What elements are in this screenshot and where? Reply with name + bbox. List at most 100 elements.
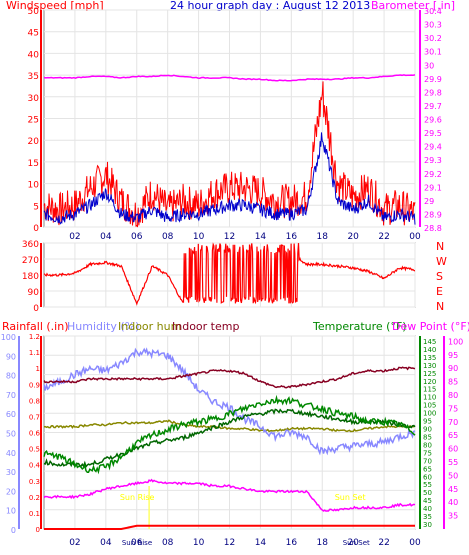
inner_temp-line [43,478,416,512]
dew-point-tick-label: 90 [448,364,458,373]
temperature-tick-label: 80 [423,441,432,449]
humidity-tick-label: 20 [6,487,16,496]
temperature-tick-label: 110 [423,394,436,402]
barometer-tick-label: 28.9 [424,210,442,219]
wind-tick-label: 35 [28,72,39,82]
rain-temp-x-tick-label: 08 [162,538,174,548]
humidity-tick-label: 70 [6,391,16,400]
dew-point-tick-label: 60 [448,445,458,454]
humidity-tick-label: 0 [11,526,16,535]
humidity-tick-label: 80 [6,372,16,381]
temperature-tick-label: 90 [423,426,432,434]
rainfall-tick-label: 1 [36,365,40,373]
humidity-tick-label: 50 [6,430,16,439]
rainfall-tick-label: 0.6 [29,430,41,438]
indoor_hum-line [43,419,416,433]
dew-point-tick-label: 95 [448,351,458,360]
rain-temp-x-tick-label: 04 [100,538,112,548]
rain-temp-x-tick-label: 02 [69,538,80,548]
temperature-tick-label: 60 [423,473,432,481]
rainfall-tick-label: 1.1 [29,349,40,357]
compass-label: E [436,285,443,298]
rainfall-tick-label: 0.2 [29,494,40,502]
direction-tick-label: 360 [22,240,39,250]
chart-marks: 0510152025303540455028.828.92929.129.229… [1,7,464,548]
wind-average-line [43,132,416,225]
wind-x-tick-label: 02 [69,232,80,242]
wind-x-tick-label: 22 [378,232,389,242]
rainfall-tick-label: 0.7 [29,413,40,421]
chart-title: 24 hour graph day : August 12 2013 [170,0,370,12]
wind-direction-line [43,242,416,306]
temperature-tick-label: 55 [423,481,432,489]
temperature-tick-label: 95 [423,418,432,426]
rainfall-tick-label: 0.9 [29,381,40,389]
temperature-tick-label: 120 [423,378,436,386]
temperature-tick-label: 75 [423,449,432,457]
humidity-tick-label: 40 [6,449,16,458]
sunrise-footer-label: Sun Rise [122,539,152,547]
windspeed-axis-label: Windspeed [mph] [6,0,104,12]
dew_point-line [43,408,416,469]
temperature-tick-label: 140 [423,346,436,354]
wind-tick-label: 15 [28,159,39,169]
temperature-tick-label: 130 [423,362,436,370]
rain-temp-x-tick-label: 12 [224,538,235,548]
rainfall-tick-label: 0.4 [29,462,41,470]
wind-tick-label: 5 [33,202,39,212]
direction-tick-label: 0 [33,304,39,314]
rainfall-tick-label: 0.3 [29,478,40,486]
compass-label: S [436,270,443,283]
compass-label: N [436,300,444,313]
humidity-tick-label: 90 [6,352,16,361]
dew-point-tick-label: 40 [448,498,458,507]
rain-temp-x-tick-label: 16 [286,538,298,548]
dew-point-tick-label: 35 [448,512,458,521]
barometer-tick-label: 29.6 [424,116,442,125]
wind-tick-label: 0 [33,224,39,234]
wind-x-tick-label: 08 [162,232,174,242]
wind-x-tick-label: 10 [193,232,205,242]
sun-annotation: Sun Rise [120,493,155,502]
humidity-tick-label: 100 [1,333,16,342]
dew-point-tick-label: 45 [448,485,458,494]
barometer-tick-label: 29.2 [424,170,442,179]
barometer-tick-label: 29.4 [424,143,442,152]
barometer-tick-label: 29.8 [424,88,442,97]
rainfall-tick-label: 0.5 [29,446,40,454]
humidity-axis-label: Humidity (%) [67,320,139,333]
rain-temp-x-tick-label: 06 [131,538,143,548]
temperature-tick-label: 105 [423,402,436,410]
temperature-tick-label: 100 [423,410,436,418]
temperature-axis-label: Temperature (°F) [312,320,407,333]
temperature-tick-label: 125 [423,370,436,378]
wind-x-tick-label: 04 [100,232,112,242]
wind-x-tick-label: 14 [255,232,267,242]
barometer-tick-label: 28.8 [424,224,442,233]
dew-point-tick-label: 50 [448,471,458,480]
dew-point-tick-label: 75 [448,404,458,413]
barometer-tick-label: 30.2 [424,34,442,43]
temperature-tick-label: 70 [423,457,432,465]
wind-tick-label: 20 [28,137,40,147]
barometer-tick-label: 29.1 [424,183,442,192]
temperature-tick-label: 45 [423,497,432,505]
rainfall-tick-label: 0.1 [29,510,40,518]
wind-x-tick-label: 20 [347,232,359,242]
wind-tick-label: 30 [28,94,40,104]
wind-x-tick-label: 16 [286,232,298,242]
temperature-tick-label: 40 [423,505,432,513]
sunset-footer-label: Sun Set [343,539,370,547]
dew-point-tick-label: 100 [448,337,463,346]
barometer-tick-label: 30.3 [424,21,442,30]
rainfall-axis-label: Rainfall (.in) [2,320,69,333]
barometer-tick-label: 30.1 [424,48,442,57]
barometer-tick-label: 30 [424,61,434,70]
rainfall-tick-label: 1.2 [29,333,40,341]
wind-x-tick-label: 18 [317,232,329,242]
dew-point-tick-label: 85 [448,378,458,387]
barometer-tick-label: 29.9 [424,75,442,84]
direction-tick-label: 90 [28,288,40,298]
rainfall-line [44,524,415,530]
